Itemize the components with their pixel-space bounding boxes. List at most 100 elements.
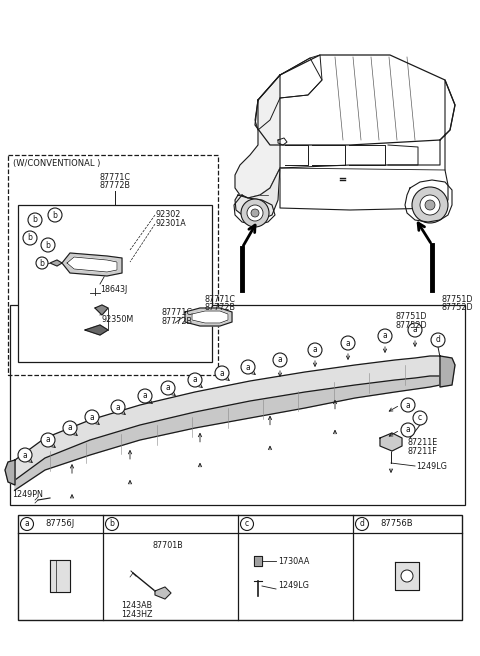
Polygon shape (255, 55, 455, 145)
Text: 1249LG: 1249LG (278, 581, 309, 590)
Text: a: a (116, 403, 120, 411)
Text: b: b (109, 520, 114, 529)
Bar (18, 515, 462, 620)
Circle shape (161, 381, 175, 395)
Text: 87772B: 87772B (162, 317, 193, 326)
Circle shape (241, 360, 255, 374)
Circle shape (408, 323, 422, 337)
Text: 87751D: 87751D (442, 295, 473, 304)
Text: a: a (246, 363, 251, 371)
Text: 1249PN: 1249PN (12, 490, 43, 499)
Text: 87756J: 87756J (45, 520, 74, 529)
Circle shape (18, 448, 32, 462)
Text: 87771C: 87771C (204, 295, 236, 304)
Text: c: c (418, 413, 422, 422)
Circle shape (308, 343, 322, 357)
Text: (W/CONVENTIONAL ): (W/CONVENTIONAL ) (13, 159, 100, 168)
Text: a: a (312, 346, 317, 354)
Text: a: a (24, 520, 29, 529)
Circle shape (401, 570, 413, 582)
Text: 87211E: 87211E (407, 438, 437, 447)
Text: 1243AB: 1243AB (121, 601, 152, 610)
Circle shape (247, 205, 263, 221)
Polygon shape (235, 75, 280, 198)
Circle shape (138, 389, 152, 403)
Text: a: a (277, 356, 282, 365)
Circle shape (401, 398, 415, 412)
Text: a: a (406, 401, 410, 409)
Polygon shape (280, 80, 455, 210)
Circle shape (188, 373, 202, 387)
Text: a: a (166, 384, 170, 392)
Text: c: c (245, 520, 249, 529)
Circle shape (111, 400, 125, 414)
Text: a: a (46, 436, 50, 445)
Text: 87751D: 87751D (395, 312, 427, 321)
Polygon shape (185, 308, 232, 326)
Text: a: a (23, 451, 27, 459)
Circle shape (378, 329, 392, 343)
Polygon shape (440, 356, 455, 387)
Circle shape (413, 411, 427, 425)
Text: a: a (192, 375, 197, 384)
Circle shape (28, 213, 42, 227)
Bar (18, 205, 212, 362)
Text: b: b (46, 241, 50, 249)
Circle shape (431, 333, 445, 347)
Text: 87752D: 87752D (442, 303, 474, 312)
Bar (8, 155, 218, 375)
Circle shape (106, 518, 119, 531)
Circle shape (63, 421, 77, 435)
Polygon shape (395, 562, 419, 590)
Circle shape (85, 410, 99, 424)
Text: a: a (90, 413, 95, 422)
Text: 92302: 92302 (155, 210, 180, 219)
Text: b: b (39, 258, 45, 268)
Bar (10, 305, 465, 505)
Text: b: b (33, 216, 37, 224)
Circle shape (273, 353, 287, 367)
Polygon shape (380, 433, 402, 451)
Polygon shape (50, 560, 70, 592)
Polygon shape (15, 356, 440, 480)
Polygon shape (235, 168, 280, 220)
Text: 87771C: 87771C (99, 173, 131, 182)
Text: 87771C: 87771C (162, 308, 193, 317)
Text: 87211F: 87211F (407, 447, 437, 456)
Text: d: d (360, 520, 364, 529)
Circle shape (215, 366, 229, 380)
Circle shape (341, 336, 355, 350)
Text: 87701B: 87701B (152, 541, 183, 550)
Text: 87772B: 87772B (99, 181, 131, 190)
Circle shape (356, 518, 369, 531)
Text: 87772B: 87772B (204, 303, 236, 312)
Text: 87752D: 87752D (395, 321, 427, 330)
Polygon shape (95, 305, 108, 315)
Polygon shape (50, 260, 62, 266)
Text: b: b (53, 211, 58, 220)
Circle shape (240, 518, 253, 531)
Circle shape (420, 195, 440, 215)
Circle shape (21, 518, 34, 531)
Text: a: a (346, 338, 350, 348)
Polygon shape (85, 325, 108, 335)
Text: 1243HZ: 1243HZ (121, 610, 153, 619)
Circle shape (36, 257, 48, 269)
Polygon shape (62, 253, 122, 276)
Circle shape (241, 199, 269, 227)
Circle shape (425, 200, 435, 210)
Circle shape (41, 238, 55, 252)
Text: 87756B: 87756B (380, 520, 413, 529)
Polygon shape (15, 376, 440, 490)
Text: d: d (435, 335, 441, 344)
Text: 92350M: 92350M (102, 315, 134, 324)
Text: 92301A: 92301A (155, 219, 186, 228)
Circle shape (251, 209, 259, 217)
Circle shape (48, 208, 62, 222)
Text: a: a (143, 392, 147, 401)
Text: 1730AA: 1730AA (278, 556, 310, 565)
Text: b: b (27, 234, 33, 243)
Circle shape (412, 187, 448, 223)
Polygon shape (254, 556, 262, 566)
Text: a: a (383, 331, 387, 340)
